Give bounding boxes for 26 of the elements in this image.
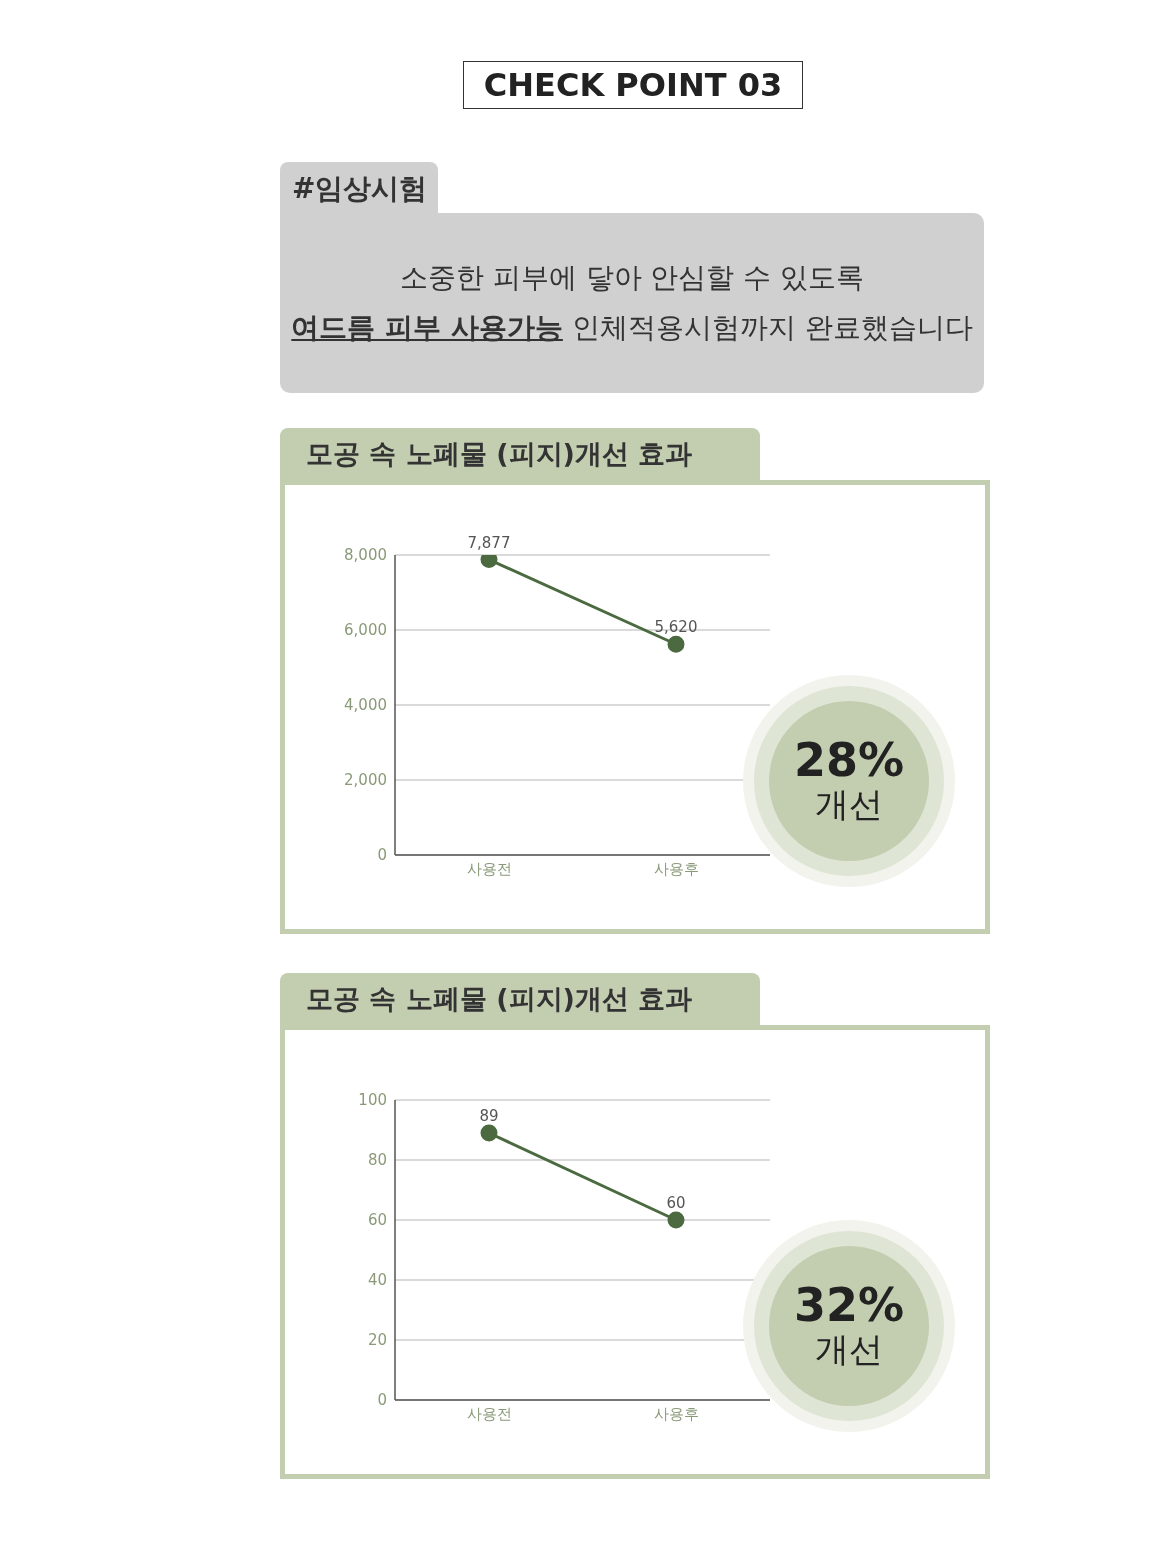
y-tick-label: 6,000 [344,621,387,640]
y-tick-label: 60 [367,1211,387,1230]
x-tick-label: 사용후 [653,859,699,878]
y-tick-label: 0 [377,1391,387,1410]
y-tick-label: 40 [367,1271,387,1290]
chart-title: 모공 속 노폐물 (피지)개선 효과 [280,428,760,484]
y-tick-label: 2,000 [344,771,387,790]
x-tick-label: 사용전 [466,859,512,878]
y-tick-label: 8,000 [344,546,387,565]
text: CHECK POINT 03 [463,61,803,109]
data-label: 89 [479,1107,499,1125]
text: 여드름 피부 사용가능 [291,311,563,344]
data-label: 5,620 [654,618,698,637]
y-tick-label: 4,000 [344,696,387,715]
y-tick-label: 0 [377,846,387,865]
y-tick-label: 80 [367,1151,387,1170]
x-tick-label: 사용전 [466,1404,512,1423]
y-tick-label: 100 [358,1091,387,1110]
text: 소중한 피부에 닿아 안심할 수 있도록 [399,260,865,296]
chart-title: 모공 속 노폐물 (피지)개선 효과 [280,973,760,1029]
text: 인체적용시험까지 완료했습니다 [570,311,973,344]
y-tick-label: 20 [367,1331,387,1350]
x-tick-label: 사용후 [653,1404,699,1423]
data-label: 60 [666,1194,686,1212]
data-label: 7,877 [467,533,511,552]
text: #임상시험 [280,162,438,222]
